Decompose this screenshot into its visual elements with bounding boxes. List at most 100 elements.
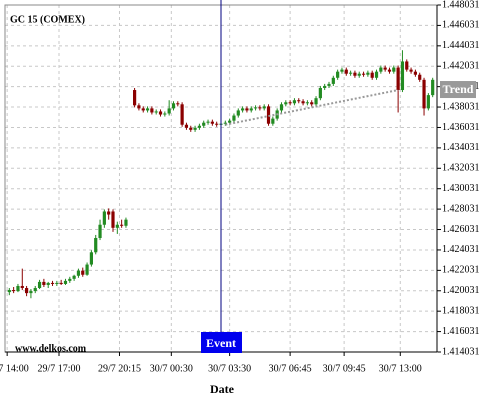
candle-body [305,102,309,104]
x-tick-label: 29/7 20:15 [98,363,141,374]
candle-body [327,83,331,86]
event-label-box [201,332,242,353]
candle-body [249,108,253,111]
candle-body [241,108,245,111]
candle-body [107,211,111,215]
candle-body [236,110,240,116]
candle-body [361,73,366,75]
y-tick-label: 1.418031 [442,305,480,316]
candle-body [12,290,16,292]
candle-body [42,281,46,285]
y-tick-label: 1.414031 [442,346,480,357]
candle-body [405,61,409,70]
candle-body [379,67,383,72]
candle-body [171,103,176,109]
candle-body [46,282,50,285]
candle-body [396,67,400,91]
candle-body [301,101,305,104]
candle-body [253,107,258,109]
candle-body [215,123,219,125]
x-tick-label: 29/7 17:00 [37,363,80,374]
y-tick-label: 1.420031 [442,285,480,296]
candle-body [418,74,422,80]
candle-body [383,67,387,70]
x-axis-label: Date [210,382,235,396]
x-tick-label: 30/7 00:30 [150,363,193,374]
y-tick-label: 1.442031 [442,61,480,72]
event-label: Event [206,336,236,350]
candle-body [297,100,301,102]
candle-body [202,122,206,126]
candle-body [102,211,106,225]
candle-body [25,288,29,294]
candle-body [76,270,81,276]
candle-body [120,224,124,226]
candle-body [426,95,430,109]
y-tick-label: 1.432031 [442,163,480,174]
candle-body [16,285,20,292]
candle-body [145,108,150,111]
candle-body [279,104,284,111]
candle-body [68,278,72,281]
candle-body [176,103,180,105]
candle-body [292,100,297,104]
candle-body [262,106,266,109]
candle-body [374,71,379,78]
trend-label: Trend [443,82,474,96]
candle-body [184,124,189,128]
y-tick-label: 1.424031 [442,244,480,255]
candle-body [189,127,193,130]
candle-body [63,280,68,284]
y-tick-label: 1.446031 [442,20,480,31]
candle-body [314,98,318,105]
candle-body [392,67,396,72]
candle-body [310,102,314,105]
candle-body [284,102,288,105]
candle-body [158,111,163,115]
x-tick-label: 29/7 14:00 [0,363,29,374]
candle-body [50,282,55,284]
candle-body [210,121,214,124]
candle-body [318,87,322,99]
candle-body [258,107,262,109]
candle-body [409,69,413,72]
candle-body [150,108,154,113]
candle-body [37,281,42,289]
candle-body [163,113,167,115]
candle-body [141,108,145,111]
candle-body [98,224,102,239]
candle-body [271,118,275,124]
candle-body [124,219,128,226]
candle-body [193,127,197,130]
candle-body [431,79,435,96]
y-tick-label: 1.444031 [442,40,480,51]
trend-label-box [440,81,476,99]
candle-body [349,72,353,74]
y-tick-label: 1.430031 [442,183,480,194]
candle-body [180,104,184,125]
y-tick-label: 1.436031 [442,122,480,133]
candle-body [422,79,426,109]
candle-body [59,282,63,284]
candle-body [370,72,374,78]
x-tick-label: 30/7 13:00 [379,363,422,374]
candle-body [81,270,85,275]
candle-body [94,238,98,253]
candle-body [331,77,335,84]
candle-body [232,115,236,121]
candle-body [400,61,405,91]
y-tick-label: 1.438031 [442,101,480,112]
candle-body [20,285,24,289]
watermark: www.delkos.com [15,343,87,354]
candle-body [55,282,59,284]
candle-body [223,122,227,124]
candle-body [206,121,210,123]
candle-body [111,211,115,228]
candle-body [89,252,93,265]
candle-body [413,71,417,75]
candle-body [336,71,340,78]
y-tick-label: 1.416031 [442,326,480,337]
